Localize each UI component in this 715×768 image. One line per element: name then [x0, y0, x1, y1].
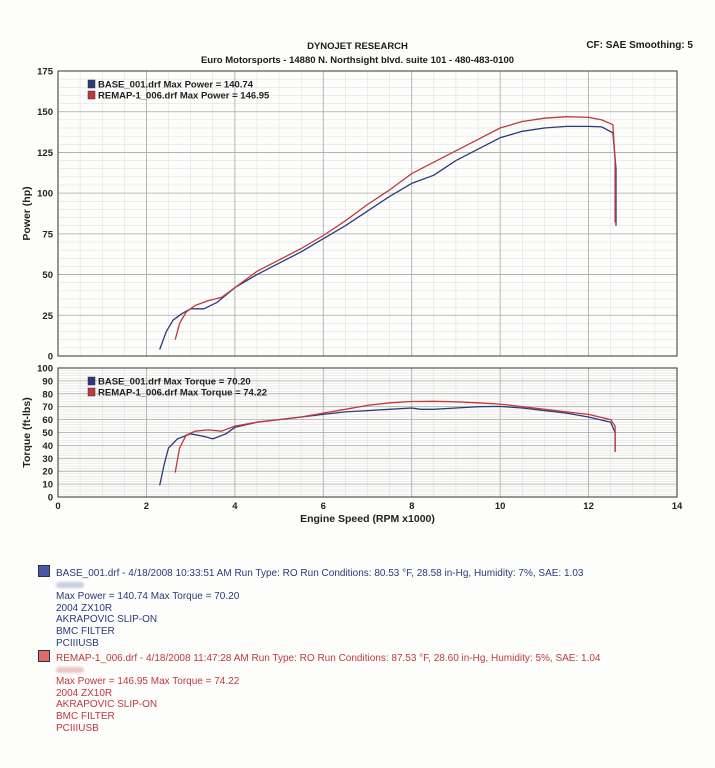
- legend-entry: BASE_001.drf Max Power = 140.74: [98, 80, 254, 91]
- y-tick-label: 150: [37, 107, 53, 118]
- run-remap-note: BMC FILTER: [56, 710, 115, 722]
- report-address: Euro Motorsports - 14880 N. Northsight b…: [200, 55, 515, 66]
- run-remap-note: 2004 ZX10R: [56, 687, 113, 699]
- legend-swatch: [87, 387, 96, 397]
- run-base-title: BASE_001.drf - 4/18/2008 10:33:51 AM Run…: [56, 568, 584, 579]
- y-axis-label: Power (hp): [21, 186, 33, 240]
- report-company: DYNOJET RESEARCH: [307, 41, 408, 52]
- x-tick-label: 0: [55, 501, 60, 512]
- run-base-note: AKRAPOVIC SLIP-ON: [56, 614, 158, 626]
- run-remap: REMAP-1_006.drf - 4/18/2008 11:47:28 AM …: [38, 650, 600, 734]
- run-base: BASE_001.drf - 4/18/2008 10:33:51 AM Run…: [38, 565, 583, 649]
- y-tick-label: 100: [37, 189, 53, 200]
- x-tick-label: 10: [495, 501, 506, 512]
- y-tick-label: 100: [37, 364, 53, 375]
- legend-entry: REMAP-1_006.drf Max Power = 146.95: [98, 91, 270, 102]
- x-tick-label: 4: [232, 501, 238, 512]
- y-tick-label: 50: [42, 428, 53, 439]
- series-line-remap: [174, 400, 616, 473]
- series-line-base: [159, 405, 616, 486]
- x-tick-label: 2: [144, 501, 149, 512]
- x-tick-label: 12: [583, 501, 594, 512]
- y-tick-label: 30: [42, 454, 53, 465]
- plot-frame: [57, 367, 678, 498]
- run-remap-max: Max Power = 146.95 Max Torque = 74.22: [56, 676, 240, 688]
- run-remap-note: AKRAPOVIC SLIP-ON: [56, 699, 158, 711]
- legend-entry: REMAP-1_006.drf Max Torque = 74.22: [98, 388, 267, 399]
- y-tick-label: 25: [42, 311, 53, 322]
- run-base-note: 2004 ZX10R: [56, 602, 113, 614]
- x-tick-label: 8: [409, 501, 414, 512]
- report-settings: CF: SAE Smoothing: 5: [586, 40, 693, 51]
- y-tick-label: 75: [42, 229, 53, 240]
- x-tick-label: 6: [321, 501, 326, 512]
- y-tick-label: 10: [42, 480, 53, 491]
- run-remap-title: REMAP-1_006.drf - 4/18/2008 11:47:28 AM …: [56, 653, 601, 664]
- y-tick-label: 175: [37, 67, 54, 78]
- legend-swatch: [87, 79, 96, 89]
- y-tick-label: 50: [42, 270, 53, 281]
- y-tick-label: 70: [42, 402, 53, 413]
- run-base-max: Max Power = 140.74 Max Torque = 70.20: [56, 591, 240, 603]
- y-tick-label: 0: [48, 352, 53, 363]
- y-tick-label: 125: [37, 148, 54, 159]
- redacted-mark: [56, 666, 84, 673]
- y-tick-label: 80: [42, 389, 53, 400]
- y-tick-label: 40: [42, 441, 53, 452]
- plot-frame: [57, 70, 678, 357]
- base-swatch: [38, 565, 50, 577]
- y-tick-label: 0: [48, 493, 53, 504]
- y-tick-label: 90: [42, 376, 53, 387]
- run-base-note: BMC FILTER: [56, 625, 115, 637]
- y-tick-label: 20: [42, 467, 53, 478]
- legend-swatch: [87, 376, 96, 386]
- redacted-mark: [56, 581, 84, 588]
- y-tick-label: 60: [42, 415, 53, 426]
- series-line-base: [159, 125, 617, 350]
- remap-swatch: [38, 650, 50, 662]
- run-remap-note: PCIIIUSB: [56, 722, 99, 734]
- legend-swatch: [87, 90, 96, 100]
- legend-entry: BASE_001.drf Max Torque = 70.20: [98, 377, 251, 388]
- x-tick-label: 14: [672, 501, 683, 512]
- x-axis-label: Engine Speed (RPM x1000): [300, 513, 435, 525]
- run-base-note: PCIIIUSB: [56, 637, 99, 649]
- y-axis-label: Torque (ft-lbs): [21, 397, 33, 467]
- series-line-remap: [174, 116, 616, 340]
